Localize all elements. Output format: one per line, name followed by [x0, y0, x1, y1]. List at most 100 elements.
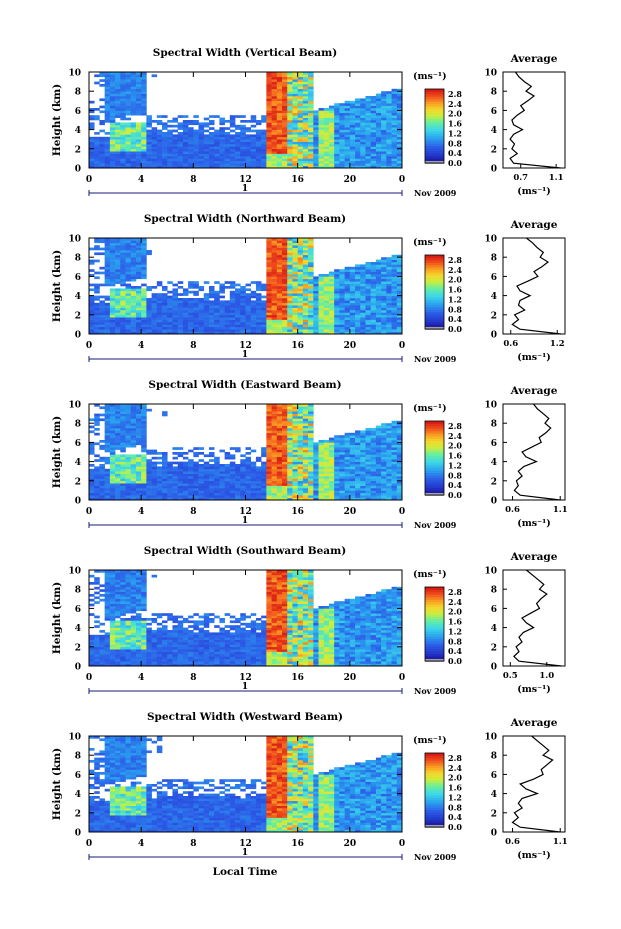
- heatmap-cell: [193, 115, 199, 118]
- heatmap-cell: [308, 240, 314, 244]
- heatmap-cell: [370, 278, 377, 282]
- heatmap-cell: [292, 406, 298, 410]
- heatmap-cell: [255, 281, 262, 284]
- heatmap-cell: [391, 254, 398, 258]
- heatmap-cell: [266, 471, 272, 474]
- heatmap-cell: [188, 459, 194, 462]
- heatmap-cell: [360, 266, 366, 270]
- heatmap-cell: [355, 293, 361, 296]
- heatmap-cell: [391, 108, 398, 111]
- heatmap-cell: [167, 331, 173, 335]
- heatmap-cell: [255, 141, 262, 145]
- heatmap-cell: [120, 485, 126, 489]
- heatmap-cell: [334, 122, 340, 126]
- heatmap-cell: [391, 93, 398, 97]
- heatmap-cell: [120, 144, 126, 147]
- x-tick-label: 8: [190, 341, 196, 351]
- heatmap-cell: [214, 136, 220, 140]
- heatmap-cell: [135, 420, 142, 424]
- heatmap-cell: [318, 156, 325, 159]
- heatmap-cell: [302, 136, 309, 140]
- heatmap-cell: [396, 105, 403, 109]
- heatmap-cell: [375, 288, 382, 292]
- heatmap-cell: [396, 110, 403, 114]
- heatmap-cell: [135, 93, 142, 97]
- heatmap-cell: [318, 312, 325, 316]
- heatmap-cell: [193, 136, 199, 140]
- heatmap-cell: [130, 454, 137, 458]
- heatmap-cell: [360, 134, 366, 138]
- heatmap-cell: [344, 283, 351, 287]
- heatmap-cell: [276, 497, 283, 501]
- heatmap-cell: [156, 300, 163, 304]
- heatmap-cell: [172, 326, 178, 330]
- heatmap-cell: [287, 259, 293, 263]
- heatmap-cell: [381, 120, 387, 123]
- heatmap-cell: [130, 495, 137, 498]
- heatmap-cell: [130, 324, 137, 328]
- heatmap-cell: [250, 478, 257, 482]
- heatmap-cell: [224, 307, 231, 311]
- heatmap-cell: [282, 307, 288, 311]
- colorbar-segment: [425, 277, 444, 281]
- heatmap-cell: [120, 331, 126, 335]
- heatmap-cell: [396, 153, 403, 157]
- heatmap-cell: [355, 112, 361, 116]
- heatmap-cell: [287, 103, 293, 106]
- heatmap-cell: [334, 492, 340, 496]
- heatmap-cell: [94, 81, 100, 85]
- heatmap-cell: [188, 310, 194, 313]
- heatmap-cell: [328, 324, 335, 328]
- heatmap-cell: [130, 158, 137, 162]
- colorbar-segment: [425, 279, 444, 283]
- heatmap-cell: [235, 283, 241, 287]
- heatmap-cell: [308, 81, 314, 85]
- heatmap-cell: [271, 276, 278, 280]
- heatmap-cell: [355, 298, 361, 301]
- heatmap-cell: [271, 319, 278, 323]
- heatmap-cell: [240, 153, 246, 157]
- heatmap-cell: [214, 322, 220, 325]
- heatmap-cell: [219, 120, 225, 123]
- heatmap-cell: [282, 305, 288, 308]
- heatmap-cell: [297, 329, 304, 332]
- heatmap-cell: [177, 148, 184, 152]
- heatmap-cell: [130, 262, 137, 265]
- heatmap-cell: [365, 466, 371, 470]
- heatmap-cell: [182, 144, 189, 147]
- heatmap-cell: [229, 151, 236, 154]
- heatmap-cell: [271, 257, 278, 260]
- heatmap-cell: [282, 158, 288, 162]
- heatmap-cell: [104, 151, 111, 154]
- heatmap-cell: [302, 490, 309, 494]
- heatmap-cell: [381, 98, 387, 102]
- heatmap-cell: [214, 324, 220, 328]
- heatmap-cell: [151, 165, 158, 169]
- heatmap-cell: [193, 156, 199, 159]
- heatmap-cell: [167, 312, 173, 316]
- heatmap-cell: [292, 480, 298, 484]
- heatmap-cell: [266, 160, 272, 164]
- heatmap-cell: [271, 404, 278, 407]
- heatmap-cell: [188, 132, 194, 135]
- heatmap-cell: [292, 305, 298, 308]
- heatmap-cell: [99, 283, 105, 287]
- heatmap-cell: [99, 464, 105, 467]
- heatmap-cell: [308, 490, 314, 494]
- heatmap-cell: [115, 100, 121, 104]
- heatmap-cell: [292, 139, 298, 142]
- heatmap-cell: [141, 307, 147, 311]
- heatmap-cell: [219, 139, 225, 142]
- heatmap-cell: [109, 88, 116, 92]
- heatmap-cell: [396, 115, 403, 118]
- heatmap-cell: [318, 302, 325, 306]
- heatmap-cell: [355, 295, 361, 299]
- profile-y-tick-label: 10: [484, 69, 497, 79]
- heatmap-cell: [365, 488, 371, 491]
- heatmap-cell: [167, 141, 173, 145]
- heatmap-cell: [141, 488, 147, 491]
- heatmap-cell: [318, 454, 325, 458]
- heatmap-cell: [381, 108, 387, 111]
- heatmap-cell: [339, 124, 345, 128]
- heatmap-cell: [203, 117, 210, 121]
